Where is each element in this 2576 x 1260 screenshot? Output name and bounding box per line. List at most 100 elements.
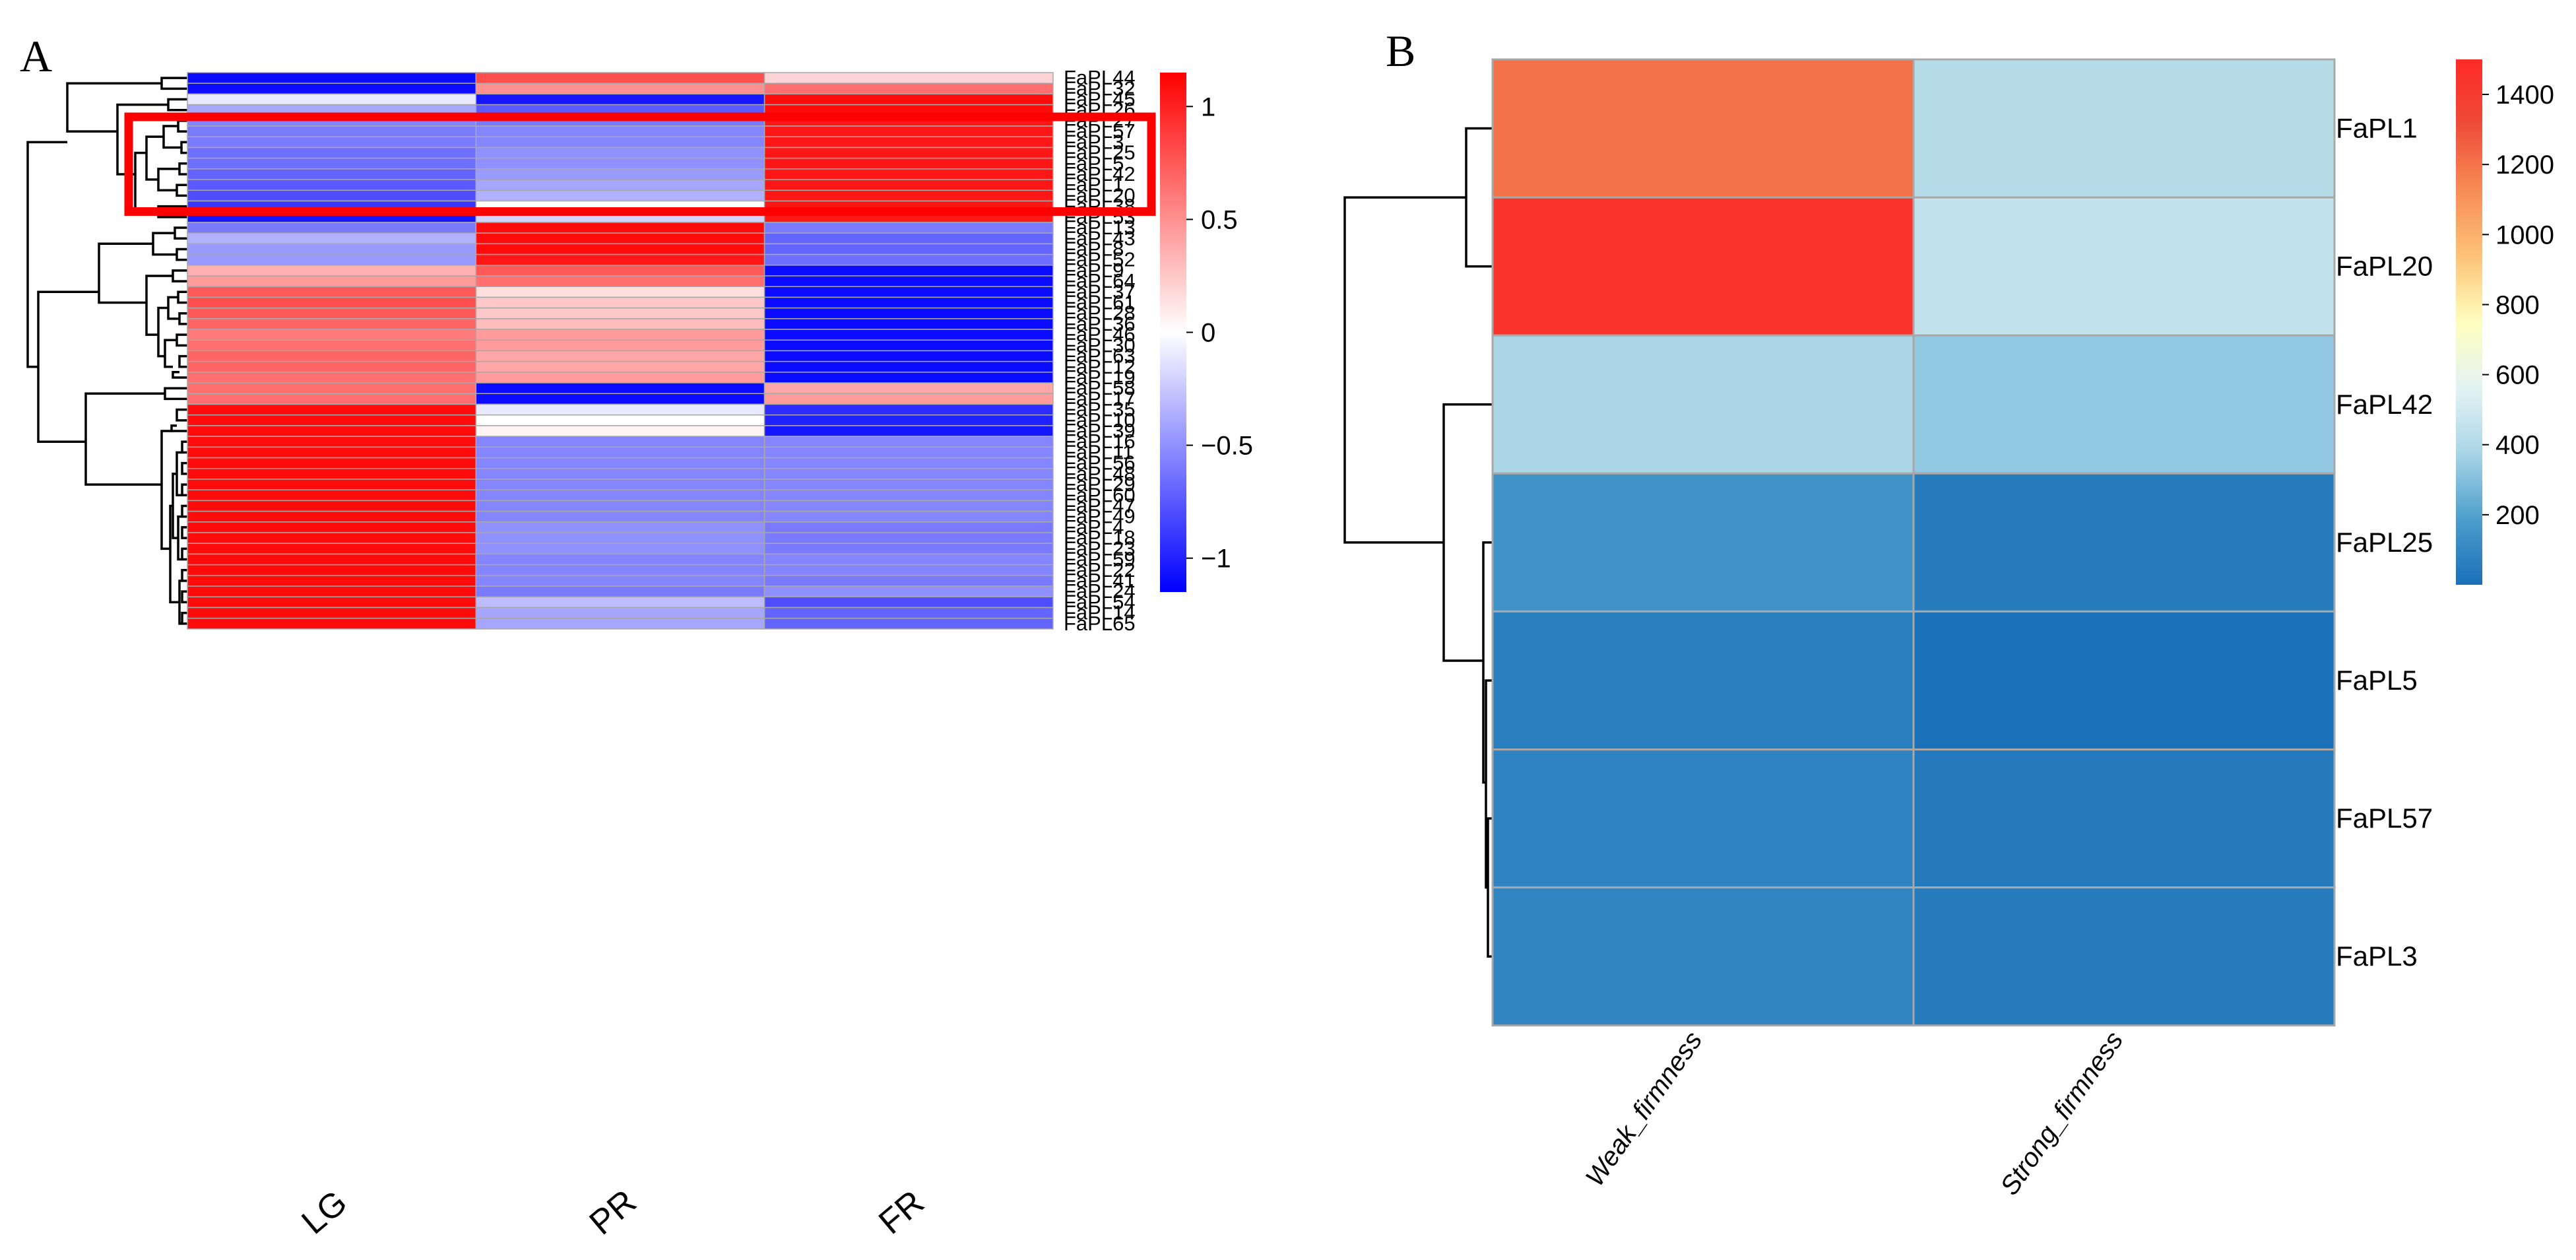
heatmap-a-cell [475, 403, 765, 416]
heatmap-a-cell [187, 489, 477, 502]
heatmap-a-cell [763, 83, 1054, 95]
colorbar-a-tick-label: 0.5 [1201, 205, 1238, 234]
heatmap-a-row-label: FaPL59 [1064, 548, 1136, 571]
panel-b-row-labels: FaPL1 FaPL20 FaPL42 FaPL25 FaPL5 FaPL57 FaPL3 [2336, 113, 2433, 972]
heatmap-a-cell [763, 265, 1054, 277]
heatmap-a-cell [763, 93, 1054, 106]
dendrogram-a-branch [160, 77, 187, 90]
heatmap-a-cell [187, 500, 477, 512]
heatmap-a-cell [475, 372, 765, 383]
heatmap-a-cell [187, 83, 477, 95]
heatmap-b-row-label: FaPL1 [2336, 113, 2418, 144]
heatmap-a-cell [475, 136, 765, 149]
heatmap-a-cell [475, 147, 765, 159]
heatmap-a-cell [475, 253, 765, 266]
heatmap-a-cell [475, 393, 765, 405]
heatmap-b-cell [1912, 58, 2336, 199]
heatmap-a-cell [187, 253, 477, 266]
heatmap-a-cell [763, 243, 1054, 255]
heatmap-b-cell [1491, 886, 1915, 1027]
heatmap-a-cell [187, 350, 477, 362]
heatmap-a-cell [763, 222, 1054, 234]
heatmap-a-row-label: FaPL18 [1064, 526, 1136, 549]
heatmap-a-cell [187, 243, 477, 255]
heatmap-a-cell [763, 350, 1054, 362]
heatmap-a-cell [475, 596, 765, 609]
heatmap-a-row-label: FaPL36 [1064, 312, 1136, 335]
heatmap-a-cell [475, 521, 765, 533]
heatmap-a-cell [187, 318, 477, 330]
heatmap-b-row-label: FaPL57 [2336, 803, 2433, 834]
heatmap-a-cell [475, 436, 765, 448]
dendrogram-a-branch [145, 275, 173, 336]
dendrogram-a-branch [164, 387, 187, 401]
heatmap-a-cell [475, 339, 765, 352]
heatmap-a-cell [763, 468, 1054, 480]
heatmap-a-cell [763, 479, 1054, 490]
heatmap-b-row-label: FaPL20 [2336, 251, 2433, 282]
heatmap-a-row-label: FaPL60 [1064, 483, 1136, 506]
heatmap-a-row-label: FaPL44 [1064, 66, 1136, 89]
heatmap-a-row-label: FaPL17 [1064, 387, 1136, 410]
heatmap-a-cell [475, 72, 765, 84]
panel-a-colorbar-ticks: 1 0.5 0 −0.5 −1 [1186, 92, 1253, 574]
heatmap-a-cell [187, 72, 477, 84]
heatmap-a-row-label: FaPL58 [1064, 376, 1136, 399]
heatmap-a-cell [475, 125, 765, 138]
heatmap-a-row-label: FaPL48 [1064, 462, 1136, 485]
colorbar-b-tick-label: 800 [2496, 290, 2540, 319]
heatmap-a-cell [187, 372, 477, 383]
heatmap-a-row-label: FaPL65 [1064, 612, 1136, 635]
heatmap-a-cell [187, 360, 477, 373]
dendrogram-a-branch [172, 269, 187, 282]
dendrogram-a-branch [181, 547, 187, 561]
heatmap-a-cell [763, 179, 1054, 191]
colorbar-b-tick-label: 400 [2496, 431, 2540, 460]
heatmap-a-cell [475, 510, 765, 523]
heatmap-a-row-label: FaPL5 [1064, 152, 1124, 175]
heatmap-a-row-label: FaPL28 [1064, 302, 1136, 325]
heatmap-a-row-label: FaPL64 [1064, 269, 1136, 292]
dendrogram-a-branch [181, 504, 187, 518]
heatmap-a-cell [763, 168, 1054, 180]
colorbar-b-tick-label: 600 [2496, 361, 2540, 390]
heatmap-a-cell [763, 607, 1054, 619]
heatmap-a-cell [763, 275, 1054, 287]
heatmap-a-cell [187, 521, 477, 533]
heatmap-a-column-label: PR [583, 1183, 644, 1243]
heatmap-a-cell [187, 446, 477, 459]
heatmap-b-cell [1912, 886, 2336, 1027]
dendrogram-b-branch [1482, 541, 1493, 784]
dendrogram-a-branch [177, 119, 187, 133]
heatmap-a-cell [475, 585, 765, 598]
heatmap-a-column-label: LG [295, 1183, 354, 1242]
heatmap-a-cell [475, 532, 765, 544]
heatmap-a-cell [187, 329, 477, 341]
panel-a-heatmap-cells [187, 72, 1054, 630]
heatmap-a-row-label: FaPL52 [1064, 248, 1136, 271]
heatmap-b-row-label: FaPL25 [2336, 527, 2433, 558]
heatmap-a-cell [187, 275, 477, 287]
heatmap-b-column-label: Strong_firmness [1995, 1026, 2129, 1201]
heatmap-a-row-label: FaPL30 [1064, 333, 1136, 356]
dendrogram-a-branch [181, 461, 187, 475]
heatmap-a-cell [475, 329, 765, 341]
heatmap-a-row-label: FaPL9 [1064, 259, 1124, 282]
heatmap-a-cell [187, 532, 477, 544]
heatmap-a-cell [475, 479, 765, 490]
dendrogram-a-branch [178, 354, 187, 368]
heatmap-a-row-label: FaPL32 [1064, 77, 1136, 100]
heatmap-a-cell [475, 425, 765, 437]
heatmap-a-cell [187, 393, 477, 405]
heatmap-b-row-label: FaPL3 [2336, 941, 2418, 972]
heatmap-a-cell [475, 83, 765, 95]
heatmap-a-cell [763, 136, 1054, 149]
dendrogram-a-branch [174, 226, 187, 240]
heatmap-a-cell [187, 339, 477, 352]
heatmap-b-cell [1912, 748, 2336, 889]
dendrogram-a-branch [98, 242, 153, 304]
dendrogram-a-branch [181, 440, 187, 454]
dendrogram-a-branch [177, 290, 187, 304]
heatmap-a-cell [475, 382, 765, 395]
dendrogram-a-branch [84, 392, 165, 486]
